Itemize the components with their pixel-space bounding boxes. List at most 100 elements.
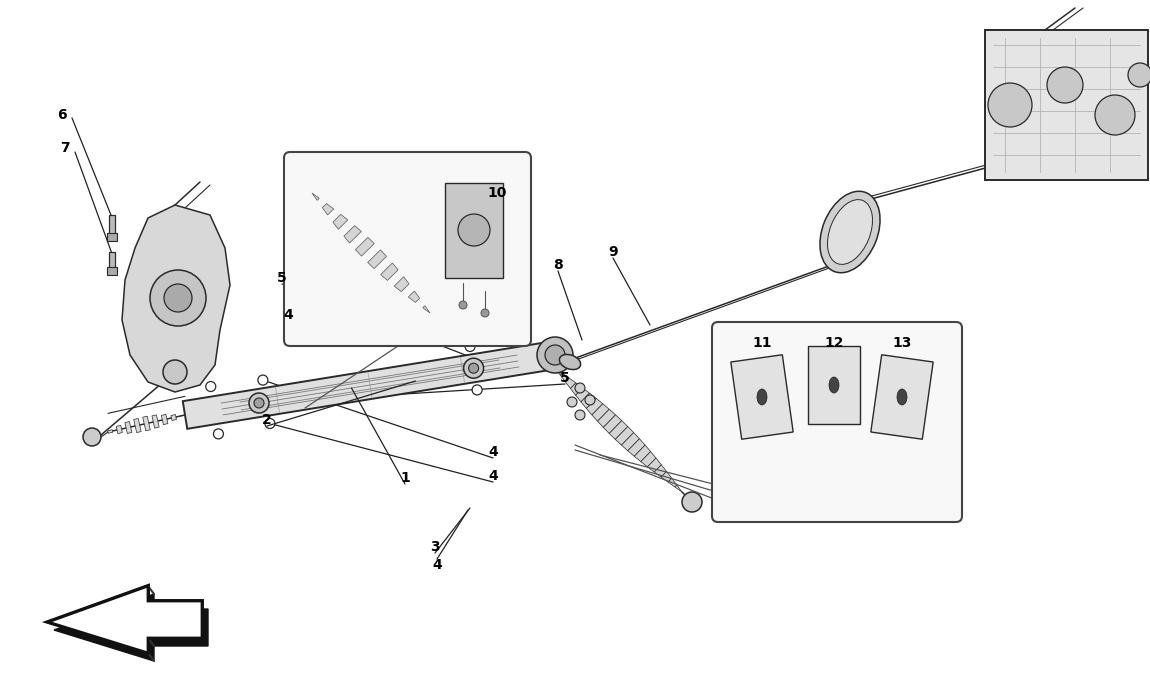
Polygon shape — [48, 586, 202, 653]
Circle shape — [150, 270, 206, 326]
Polygon shape — [668, 478, 677, 487]
Polygon shape — [152, 415, 159, 428]
Polygon shape — [54, 594, 208, 661]
Polygon shape — [125, 421, 132, 434]
Circle shape — [1128, 63, 1150, 87]
Polygon shape — [598, 409, 615, 428]
Bar — [109, 215, 115, 235]
Polygon shape — [143, 416, 151, 431]
Polygon shape — [344, 225, 361, 243]
Ellipse shape — [897, 389, 907, 405]
Circle shape — [465, 342, 475, 352]
Polygon shape — [408, 291, 420, 303]
FancyBboxPatch shape — [445, 183, 503, 278]
Text: 4: 4 — [488, 445, 498, 459]
Polygon shape — [808, 346, 860, 424]
Circle shape — [258, 375, 268, 385]
Circle shape — [481, 309, 489, 317]
Text: 13: 13 — [892, 336, 912, 350]
Ellipse shape — [757, 389, 767, 405]
Polygon shape — [423, 306, 430, 313]
Polygon shape — [181, 415, 185, 416]
Text: 4: 4 — [283, 308, 293, 322]
Text: 11: 11 — [752, 336, 772, 350]
Polygon shape — [161, 415, 168, 425]
FancyBboxPatch shape — [284, 152, 531, 346]
Circle shape — [545, 345, 565, 365]
Polygon shape — [108, 430, 113, 433]
Bar — [107, 233, 117, 241]
Circle shape — [682, 492, 702, 512]
Text: 2: 2 — [262, 413, 271, 427]
Circle shape — [575, 410, 585, 420]
Polygon shape — [133, 419, 141, 432]
Circle shape — [164, 284, 192, 312]
Polygon shape — [394, 277, 409, 292]
Polygon shape — [312, 193, 320, 200]
Circle shape — [585, 395, 595, 405]
Polygon shape — [871, 354, 933, 439]
Text: 5: 5 — [277, 271, 286, 285]
Polygon shape — [604, 415, 622, 434]
Text: 5: 5 — [560, 371, 570, 385]
Polygon shape — [731, 354, 793, 439]
FancyBboxPatch shape — [712, 322, 963, 522]
Text: 3: 3 — [430, 540, 439, 554]
Polygon shape — [586, 398, 603, 415]
Polygon shape — [610, 421, 628, 439]
Circle shape — [458, 214, 490, 246]
Text: 7: 7 — [60, 141, 70, 155]
Text: 4: 4 — [432, 558, 442, 572]
Ellipse shape — [829, 377, 840, 393]
Text: 9: 9 — [608, 245, 618, 259]
Polygon shape — [576, 388, 590, 402]
Circle shape — [264, 419, 275, 428]
Polygon shape — [183, 342, 558, 429]
Circle shape — [459, 301, 467, 309]
Polygon shape — [48, 586, 202, 653]
Circle shape — [206, 382, 216, 391]
Ellipse shape — [559, 354, 581, 370]
Polygon shape — [368, 250, 386, 268]
Ellipse shape — [828, 199, 873, 264]
Polygon shape — [647, 458, 661, 472]
Bar — [107, 267, 117, 275]
Circle shape — [83, 428, 101, 446]
Polygon shape — [570, 383, 583, 395]
Polygon shape — [628, 438, 645, 456]
Polygon shape — [654, 464, 667, 477]
Polygon shape — [621, 432, 639, 451]
Polygon shape — [355, 238, 374, 256]
Circle shape — [250, 393, 269, 413]
Circle shape — [575, 383, 585, 393]
Text: 12: 12 — [825, 336, 844, 350]
Polygon shape — [122, 205, 230, 392]
Circle shape — [988, 83, 1032, 127]
Polygon shape — [641, 451, 656, 467]
Circle shape — [468, 363, 478, 373]
FancyBboxPatch shape — [986, 30, 1148, 180]
Circle shape — [473, 385, 482, 395]
Polygon shape — [332, 214, 347, 229]
Polygon shape — [381, 263, 398, 281]
Circle shape — [254, 398, 264, 408]
Polygon shape — [615, 426, 634, 445]
Polygon shape — [555, 368, 562, 375]
Circle shape — [463, 358, 484, 378]
Text: 10: 10 — [488, 186, 507, 200]
Ellipse shape — [820, 191, 880, 273]
Polygon shape — [322, 204, 334, 215]
Polygon shape — [661, 471, 672, 482]
Polygon shape — [581, 393, 596, 408]
Circle shape — [1046, 67, 1083, 103]
Text: 1: 1 — [400, 471, 409, 485]
Circle shape — [163, 360, 187, 384]
Polygon shape — [634, 445, 651, 462]
Text: 8: 8 — [553, 258, 562, 272]
Polygon shape — [171, 415, 176, 421]
Polygon shape — [592, 404, 610, 421]
Polygon shape — [566, 378, 576, 389]
Text: 6: 6 — [58, 108, 67, 122]
Text: 4: 4 — [488, 469, 498, 483]
Polygon shape — [116, 426, 122, 434]
